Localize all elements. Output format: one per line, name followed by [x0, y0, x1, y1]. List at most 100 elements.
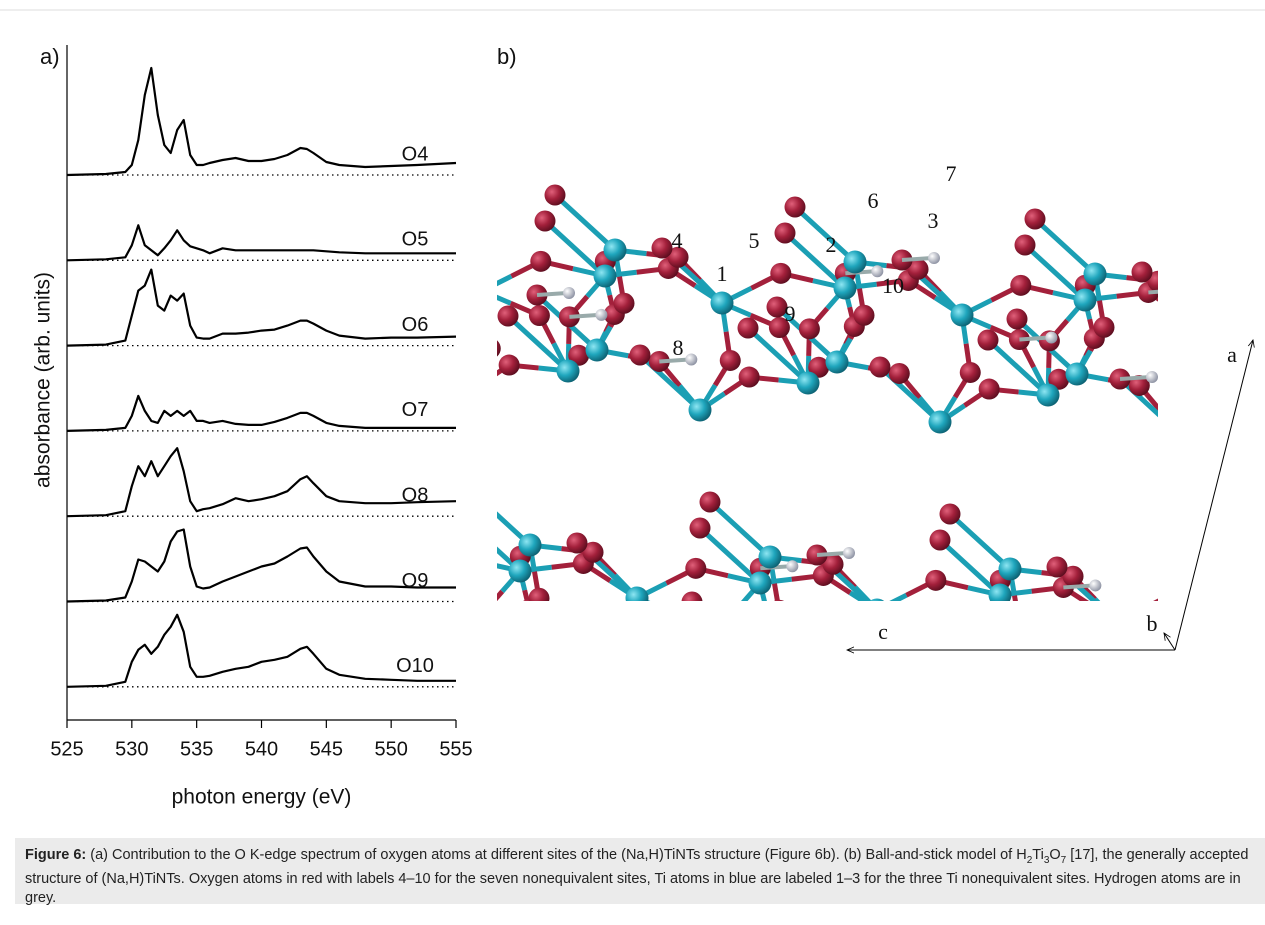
bond	[1146, 592, 1175, 607]
bond	[1019, 338, 1049, 340]
oxygen-atom	[922, 604, 943, 625]
bond	[456, 556, 488, 563]
bond	[723, 651, 724, 678]
bond	[482, 291, 511, 303]
titanium-atom	[1221, 670, 1244, 693]
atom-label: 2	[826, 232, 837, 257]
titanium-atom	[844, 251, 867, 274]
bond	[734, 660, 743, 663]
oxygen-atom	[519, 599, 540, 620]
x-tick-label: 525	[50, 738, 83, 760]
oxygen-atom	[635, 645, 656, 666]
bond	[968, 674, 973, 682]
bond	[932, 614, 992, 669]
titanium-atom	[364, 227, 387, 250]
bond	[855, 692, 870, 717]
hydrogen-atom	[843, 547, 855, 559]
oxygen-atom	[930, 530, 951, 551]
bond	[484, 610, 514, 612]
hydrogen-atom	[928, 252, 940, 264]
oxygen-atom	[854, 305, 875, 326]
titanium-atom	[626, 587, 649, 610]
hydrogen-atom	[325, 578, 337, 590]
bond	[1255, 608, 1260, 635]
bond	[1195, 384, 1210, 409]
bond	[1120, 377, 1150, 379]
bond	[1214, 684, 1223, 687]
atom-label: 4	[672, 228, 683, 253]
titanium-atom	[989, 584, 1012, 607]
bond	[963, 682, 968, 690]
bond	[775, 584, 780, 611]
bond	[315, 183, 375, 238]
oxygen-atom	[480, 338, 501, 359]
spectrum-line	[67, 68, 456, 175]
spectrum-line	[67, 530, 456, 602]
panel-label: a)	[40, 44, 60, 69]
bond	[440, 374, 460, 398]
titanium-atom	[759, 546, 782, 569]
bond	[1148, 290, 1178, 292]
caption: Figure 6: (a) Contribution to the O K-ed…	[15, 838, 1265, 904]
bond	[380, 265, 385, 292]
oxygen-atom	[799, 318, 820, 339]
page: a) b) 525530535540545550555photon energy…	[0, 0, 1265, 925]
bond	[426, 598, 455, 610]
hydrogen-atom	[600, 648, 612, 660]
hydrogen-atom	[256, 470, 268, 482]
titanium-atom	[261, 622, 284, 645]
bond	[1174, 699, 1203, 702]
oxygen-atom	[483, 640, 504, 661]
oxygen-atom	[1133, 637, 1154, 658]
bond	[1144, 696, 1173, 699]
titanium-atom	[1084, 263, 1107, 286]
oxygen-atom	[395, 633, 416, 654]
spectrum-line	[67, 225, 456, 260]
titanium-atom	[844, 706, 867, 729]
bond	[512, 645, 543, 651]
hydrogen-atom	[1146, 371, 1158, 383]
oxygen-atom	[978, 330, 999, 351]
bond	[640, 672, 665, 688]
titanium-atom	[929, 411, 952, 434]
bond	[949, 662, 963, 690]
bond	[1257, 331, 1265, 386]
bond	[766, 610, 780, 633]
bond	[1146, 634, 1175, 646]
oxygen-atom	[889, 363, 910, 384]
bond	[1160, 410, 1180, 434]
bond	[855, 701, 880, 717]
bond	[1208, 686, 1213, 694]
bond	[401, 615, 405, 644]
bond	[903, 635, 963, 690]
x-tick-label: 535	[180, 738, 213, 760]
oxygen-atom	[1255, 247, 1265, 268]
bond	[1259, 404, 1265, 407]
bond	[1120, 696, 1145, 712]
titanium-atom	[586, 339, 609, 362]
bond	[483, 639, 484, 666]
series-label: O5	[402, 229, 429, 251]
bond	[692, 602, 752, 657]
bond	[765, 602, 770, 621]
bond	[752, 634, 766, 657]
oxygen-atom	[759, 611, 780, 632]
oxygen-atom	[1015, 235, 1036, 256]
bond	[537, 293, 567, 295]
upper-slab	[287, 173, 1265, 458]
caption-text: (a) Contribution to the O K-edge spectru…	[86, 847, 1026, 863]
atom-label: 7	[946, 161, 957, 186]
bond	[555, 650, 615, 705]
bond	[230, 478, 290, 533]
bond	[694, 675, 723, 678]
oxygen-atom	[413, 601, 434, 622]
bond	[1231, 297, 1260, 312]
titanium-atom	[952, 679, 975, 702]
bond	[906, 622, 935, 634]
bond	[355, 669, 375, 693]
oxygen-atom	[1025, 209, 1046, 230]
oxygen-atom	[529, 305, 550, 326]
oxygen-atom	[460, 480, 481, 501]
